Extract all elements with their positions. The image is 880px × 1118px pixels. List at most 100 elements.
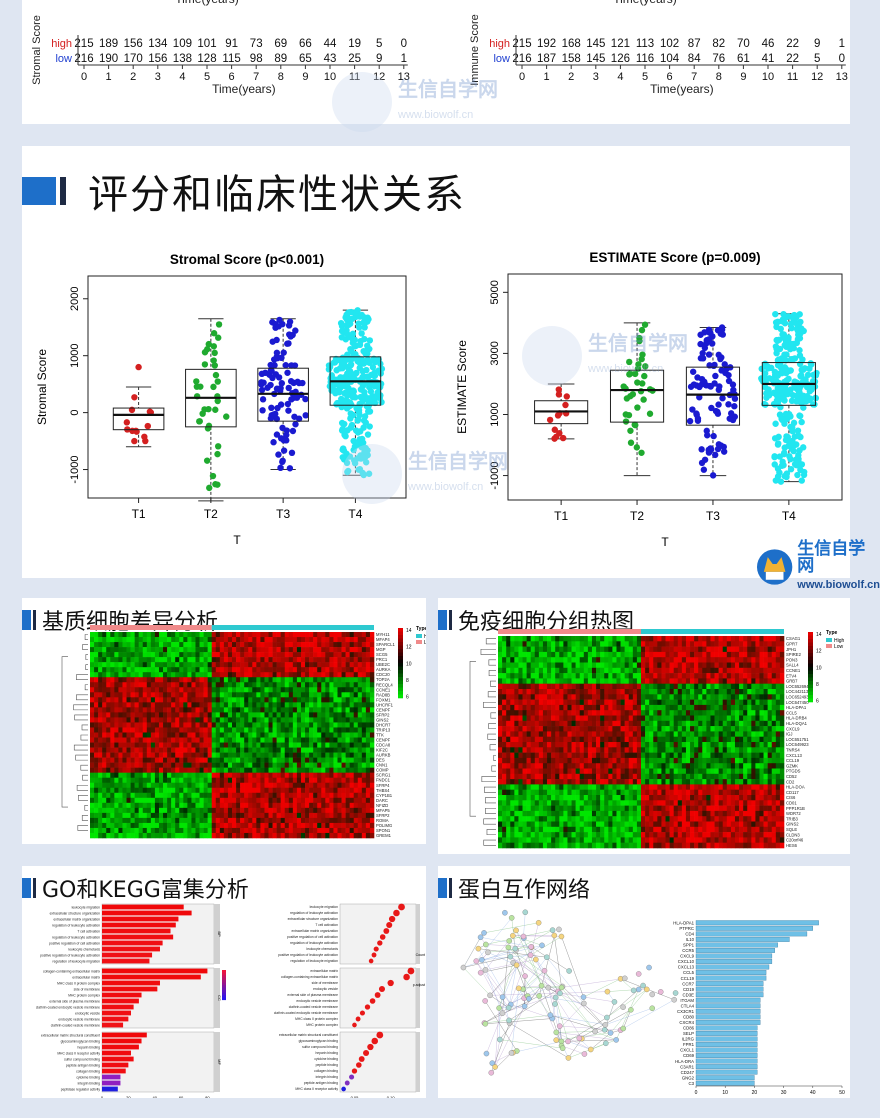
heatmap-cell — [624, 636, 630, 642]
heatmap-cell — [624, 673, 630, 679]
heatmap-cell — [608, 657, 613, 663]
heatmap-cell — [600, 641, 605, 647]
heatmap-cell — [604, 641, 609, 647]
heatmap-cell — [138, 732, 144, 738]
heatmap-cell — [284, 727, 290, 733]
heatmap-cell — [317, 752, 322, 758]
heatmap-cell — [747, 662, 752, 669]
heatmap-cell — [199, 692, 204, 698]
heatmap-cell — [349, 677, 355, 683]
heatmap-cell — [361, 777, 367, 784]
heatmap-cell — [183, 797, 188, 804]
data-point — [646, 410, 654, 417]
heatmap-cell — [130, 732, 135, 738]
heatmap-cell — [154, 692, 160, 698]
heatmap-cell — [292, 732, 298, 738]
heatmap-cell — [510, 689, 515, 695]
heatmap-cell — [191, 772, 196, 779]
heatmap-cell — [118, 722, 123, 728]
heatmap-cell — [357, 762, 363, 768]
heatmap-cell — [743, 667, 748, 674]
heatmap-cell — [126, 647, 131, 653]
heatmap-cell — [353, 682, 359, 688]
heatmap-cell — [134, 717, 139, 723]
heatmap-cell — [551, 689, 556, 695]
heatmap-cell — [714, 689, 719, 695]
heatmap-cell — [142, 752, 148, 758]
heatmap-cell — [624, 651, 630, 658]
heatmap-cell — [191, 717, 196, 723]
heatmap-cell — [620, 651, 625, 658]
heatmap-cell — [313, 757, 318, 763]
heatmap-cell — [272, 762, 277, 768]
heatmap-cell — [309, 707, 314, 713]
heatmap-cell — [102, 812, 107, 819]
heatmap-cell — [106, 692, 111, 698]
heatmap-cell — [325, 732, 330, 738]
heatmap-cell — [349, 672, 355, 678]
heatmap-cell — [567, 641, 572, 647]
heatmap-cell — [191, 782, 196, 789]
heatmap-cell — [219, 777, 225, 784]
heatmap-cell — [219, 742, 225, 748]
heatmap-cell — [296, 632, 302, 638]
heatmap-cell — [264, 762, 269, 768]
heatmap-cell — [179, 692, 184, 698]
heatmap-cell — [195, 707, 200, 713]
heatmap-cell — [223, 667, 229, 673]
heatmap-cell — [280, 817, 286, 824]
data-point — [123, 419, 131, 426]
heatmap-cell — [600, 673, 605, 679]
heatmap-cell — [361, 767, 367, 773]
heatmap-cell — [551, 646, 556, 653]
heatmap-cell — [154, 722, 160, 728]
heatmap-cell — [349, 812, 355, 819]
heatmap-cell — [555, 673, 560, 679]
heatmap-cell — [90, 702, 95, 708]
heatmap-cell — [313, 747, 318, 753]
heatmap-cell — [280, 717, 286, 723]
data-point — [563, 393, 570, 400]
heatmap-cell — [110, 747, 115, 753]
heatmap-cell — [248, 767, 253, 773]
heatmap-cell — [191, 827, 196, 834]
data-point — [270, 411, 278, 419]
heatmap-cell — [288, 667, 294, 673]
heatmap-cell — [248, 727, 253, 733]
heatmap-cell — [171, 712, 176, 718]
heatmap-cell — [498, 636, 503, 642]
heatmap-cell — [353, 707, 359, 713]
heatmap-cell — [296, 742, 302, 748]
heatmap-cell — [575, 646, 581, 653]
heatmap-cell — [215, 817, 221, 824]
heatmap-cell — [305, 827, 310, 834]
heatmap-cell — [171, 772, 176, 779]
heatmap-cell — [195, 747, 200, 753]
heatmap-cell — [227, 697, 233, 703]
heatmap-cell — [179, 827, 184, 834]
heatmap-cell — [256, 812, 261, 819]
heatmap-cell — [203, 832, 208, 839]
heatmap-cell — [305, 767, 310, 773]
heatmap-cell — [669, 641, 674, 647]
data-point — [718, 354, 725, 361]
heatmap-cell — [260, 717, 265, 723]
heatmap-cell — [207, 822, 213, 829]
heatmap-cell — [240, 802, 245, 809]
km-count: 156 — [124, 38, 143, 50]
heatmap-cell — [534, 678, 540, 684]
heatmap-cell — [345, 642, 350, 648]
heatmap-cell — [341, 817, 346, 824]
heatmap-cell — [698, 641, 703, 647]
heatmap-cell — [94, 817, 99, 824]
heatmap-cell — [114, 667, 119, 673]
heatmap-cell — [300, 652, 306, 658]
km-tick-label: 12 — [811, 71, 823, 83]
heatmap-cell — [110, 737, 115, 743]
heatmap-cell — [345, 712, 350, 718]
heatmap-cell — [191, 737, 196, 743]
data-point — [196, 418, 203, 425]
heatmap-cell — [248, 747, 253, 753]
heatmap-cell — [365, 817, 371, 824]
heatmap-cell — [98, 787, 103, 794]
